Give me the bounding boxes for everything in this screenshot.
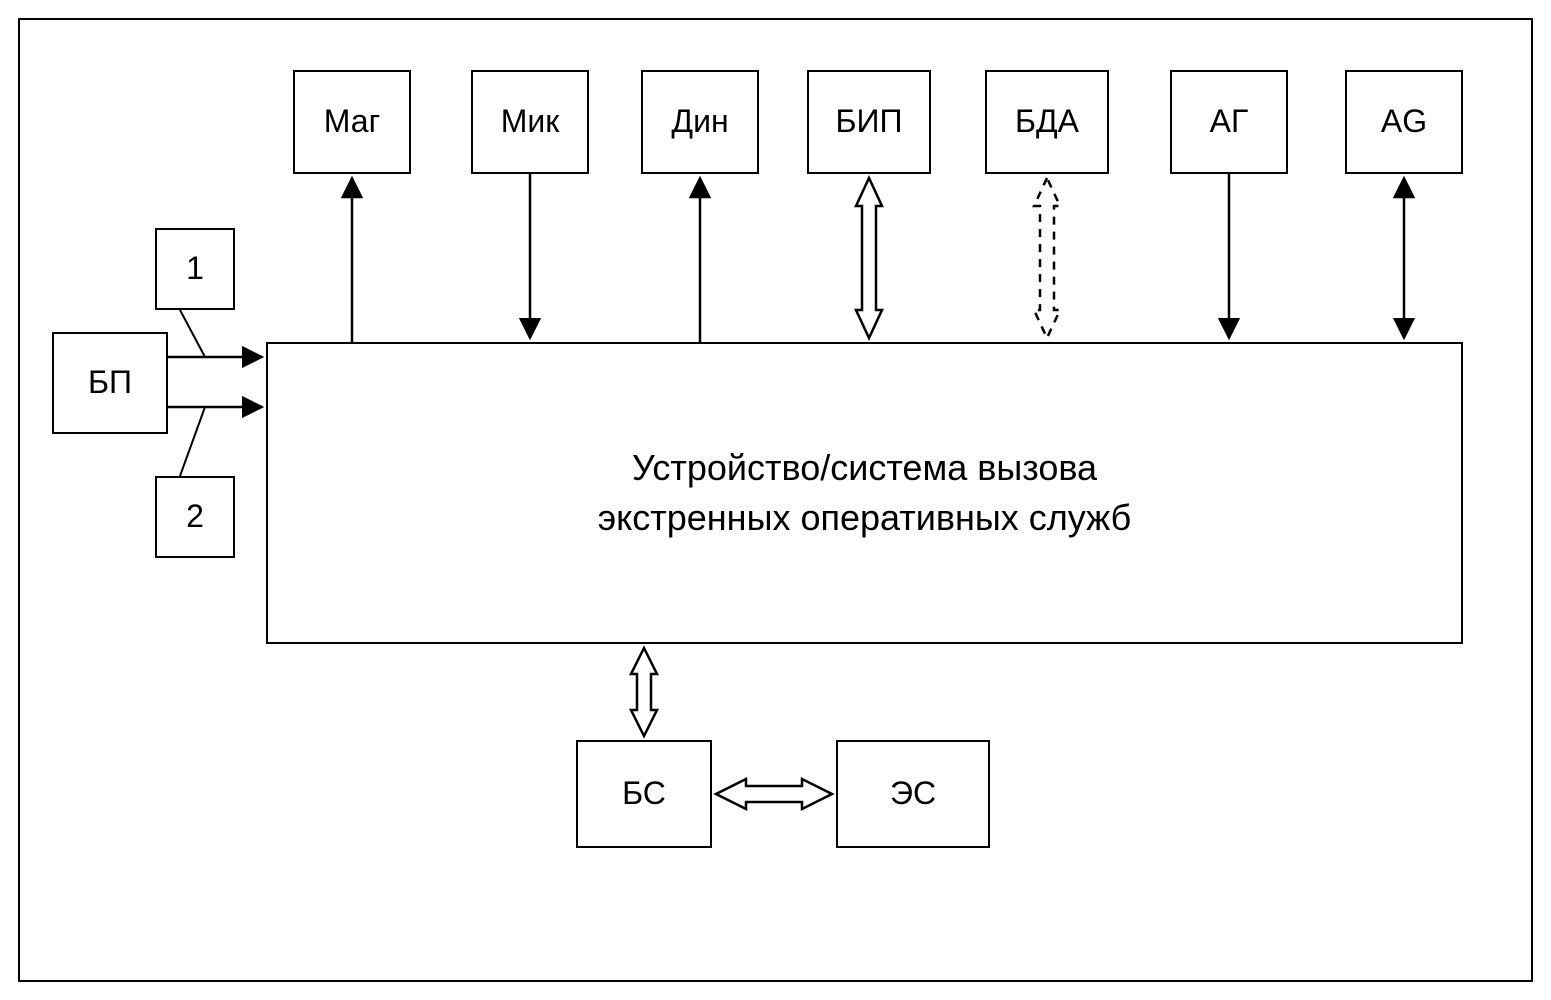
node-es-label: ЭС <box>890 773 936 815</box>
node-mag: Маг <box>293 70 411 174</box>
node-2: 2 <box>155 476 235 558</box>
node-bda-label: БДА <box>1015 101 1079 143</box>
node-bs: БС <box>576 740 712 848</box>
node-bp-label: БП <box>88 362 132 404</box>
node-main: Устройство/система вызова экстренных опе… <box>266 342 1463 644</box>
node-mik-label: Мик <box>501 101 560 143</box>
node-din: Дин <box>641 70 759 174</box>
node-bp: БП <box>52 332 168 434</box>
node-1-label: 1 <box>186 248 204 290</box>
node-din-label: Дин <box>671 101 728 143</box>
node-bs-label: БС <box>622 773 666 815</box>
node-1: 1 <box>155 228 235 310</box>
node-bip-label: БИП <box>836 101 903 143</box>
node-main-label: Устройство/система вызова экстренных опе… <box>598 443 1131 544</box>
node-mik: Мик <box>471 70 589 174</box>
node-bip: БИП <box>807 70 931 174</box>
node-2-label: 2 <box>186 496 204 538</box>
node-bda: БДА <box>985 70 1109 174</box>
node-ag2-label: AG <box>1381 101 1427 143</box>
node-ag2: AG <box>1345 70 1463 174</box>
diagram-root: Маг Мик Дин БИП БДА АГ AG БП 1 2 Устройс… <box>0 0 1551 1000</box>
node-ag: АГ <box>1170 70 1288 174</box>
node-es: ЭС <box>836 740 990 848</box>
node-ag-label: АГ <box>1210 101 1249 143</box>
node-mag-label: Маг <box>324 101 380 143</box>
